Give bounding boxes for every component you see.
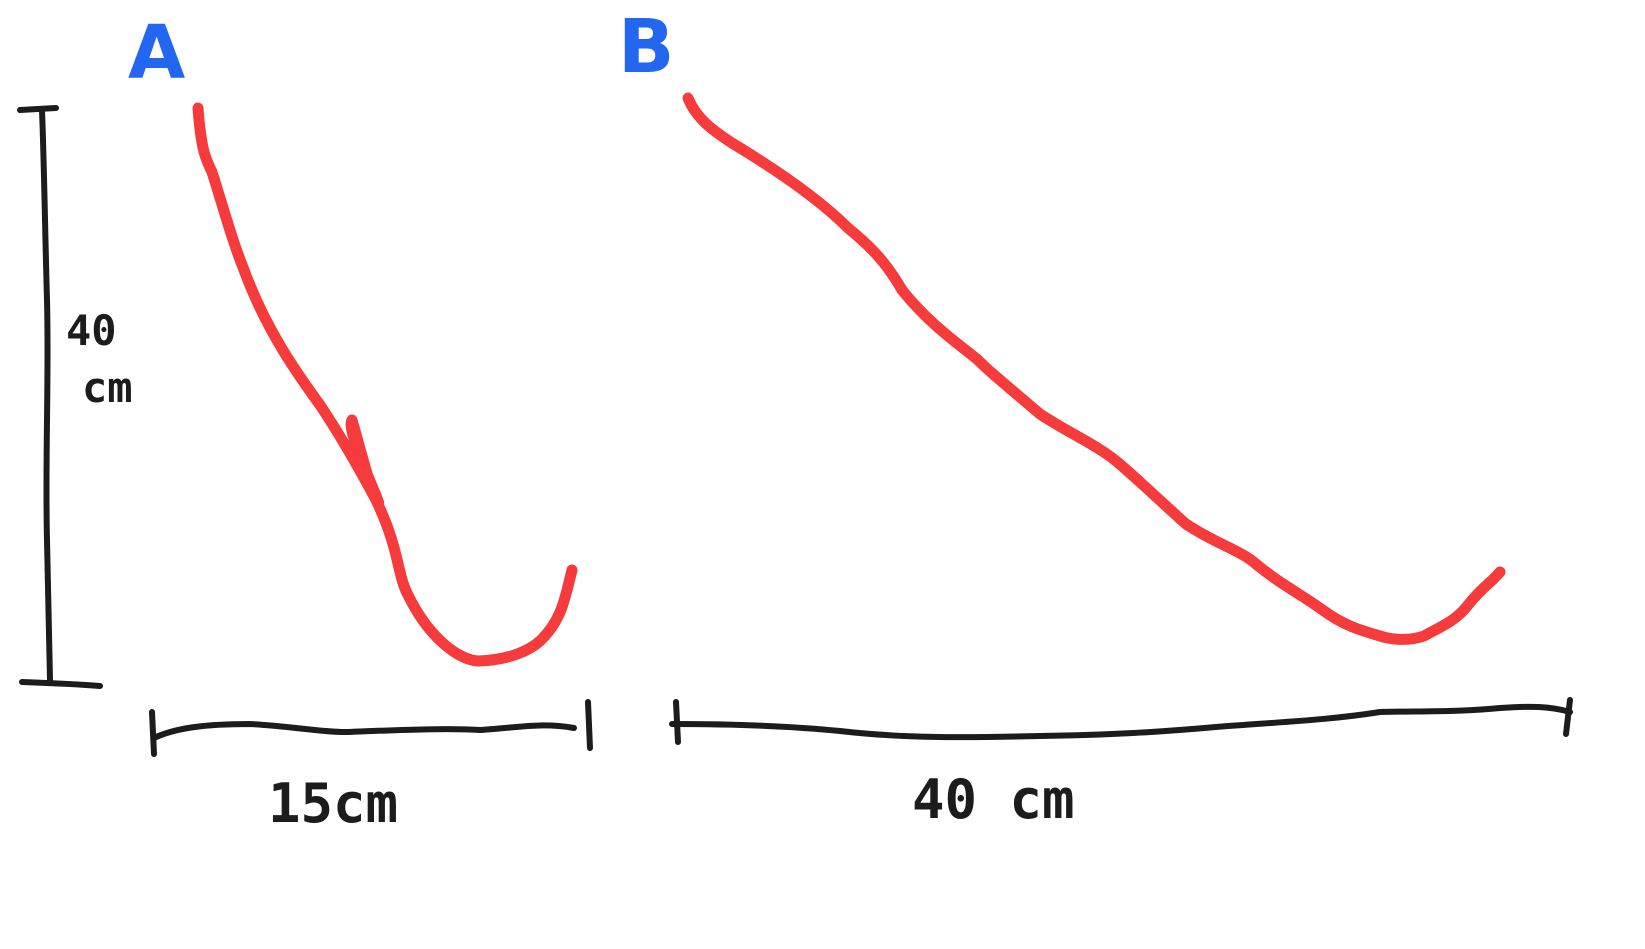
width-b-label: 40 cm: [912, 768, 1075, 831]
width-b-line: [669, 703, 1573, 741]
width-a-label: 15cm: [268, 772, 398, 835]
curve-b: [682, 92, 1506, 645]
curve-a: [192, 102, 578, 667]
curve-b-label: B: [618, 4, 674, 90]
width-a-left-tick: [149, 709, 157, 757]
height-bottom-tick: [19, 679, 103, 689]
height-value: 40: [66, 306, 117, 355]
height-dimension: 40 cm: [17, 105, 133, 689]
width-b-right-tick: [1563, 697, 1573, 737]
curve-a-label: A: [128, 10, 185, 96]
width-dimension-b: 40 cm: [669, 697, 1573, 831]
width-dimension-a: 15cm: [149, 699, 593, 835]
width-a-line: [151, 721, 577, 741]
height-line: [39, 107, 53, 683]
height-unit: cm: [82, 363, 133, 412]
height-top-tick: [17, 105, 59, 113]
width-a-right-tick: [585, 699, 593, 751]
